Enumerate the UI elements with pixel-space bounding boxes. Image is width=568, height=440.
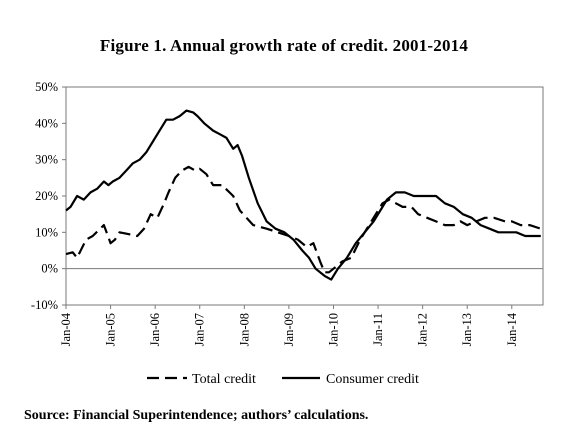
x-tick-label: Jan-05 <box>104 313 118 346</box>
x-tick-label: Jan-06 <box>148 313 162 346</box>
x-tick-label: Jan-07 <box>193 313 207 346</box>
x-tick-label: Jan-10 <box>326 313 340 346</box>
x-tick-label: Jan-04 <box>59 312 73 346</box>
y-tick-label: 50% <box>35 80 58 94</box>
y-tick-label: -10% <box>31 298 58 312</box>
y-tick-label: 20% <box>35 189 58 203</box>
plot-frame <box>65 86 544 306</box>
x-tick-label: Jan-09 <box>282 313 296 346</box>
x-tick-label: Jan-11 <box>371 313 385 346</box>
y-tick-label: 30% <box>35 153 58 167</box>
y-tick-label: 0% <box>41 262 58 276</box>
plot-border <box>65 86 544 306</box>
x-tick-label: Jan-12 <box>416 313 430 346</box>
y-axis: -10% 0% 10% 20% 30% 40% 50% <box>31 80 66 312</box>
series-line-total-credit <box>65 165 542 274</box>
x-tick-label: Jan-14 <box>505 312 519 346</box>
source-note: Source: Financial Superintendence; autho… <box>24 408 369 423</box>
x-tick-label: Jan-08 <box>237 313 251 346</box>
legend-label: Total credit <box>192 372 256 387</box>
legend: Total credit Consumer credit <box>147 372 419 387</box>
x-axis: Jan-04 Jan-05 Jan-06 Jan-07 Jan-08 Jan-09 Jan-… <box>59 305 519 346</box>
series-lines <box>65 109 542 281</box>
series-line-consumer-credit <box>65 109 541 281</box>
chart-title: Figure 1. Annual growth rate of credit. … <box>99 36 469 55</box>
legend-label: Consumer credit <box>326 372 419 387</box>
x-tick-label: Jan-13 <box>460 313 474 346</box>
y-tick-label: 10% <box>35 225 58 239</box>
y-tick-label: 40% <box>35 116 58 130</box>
